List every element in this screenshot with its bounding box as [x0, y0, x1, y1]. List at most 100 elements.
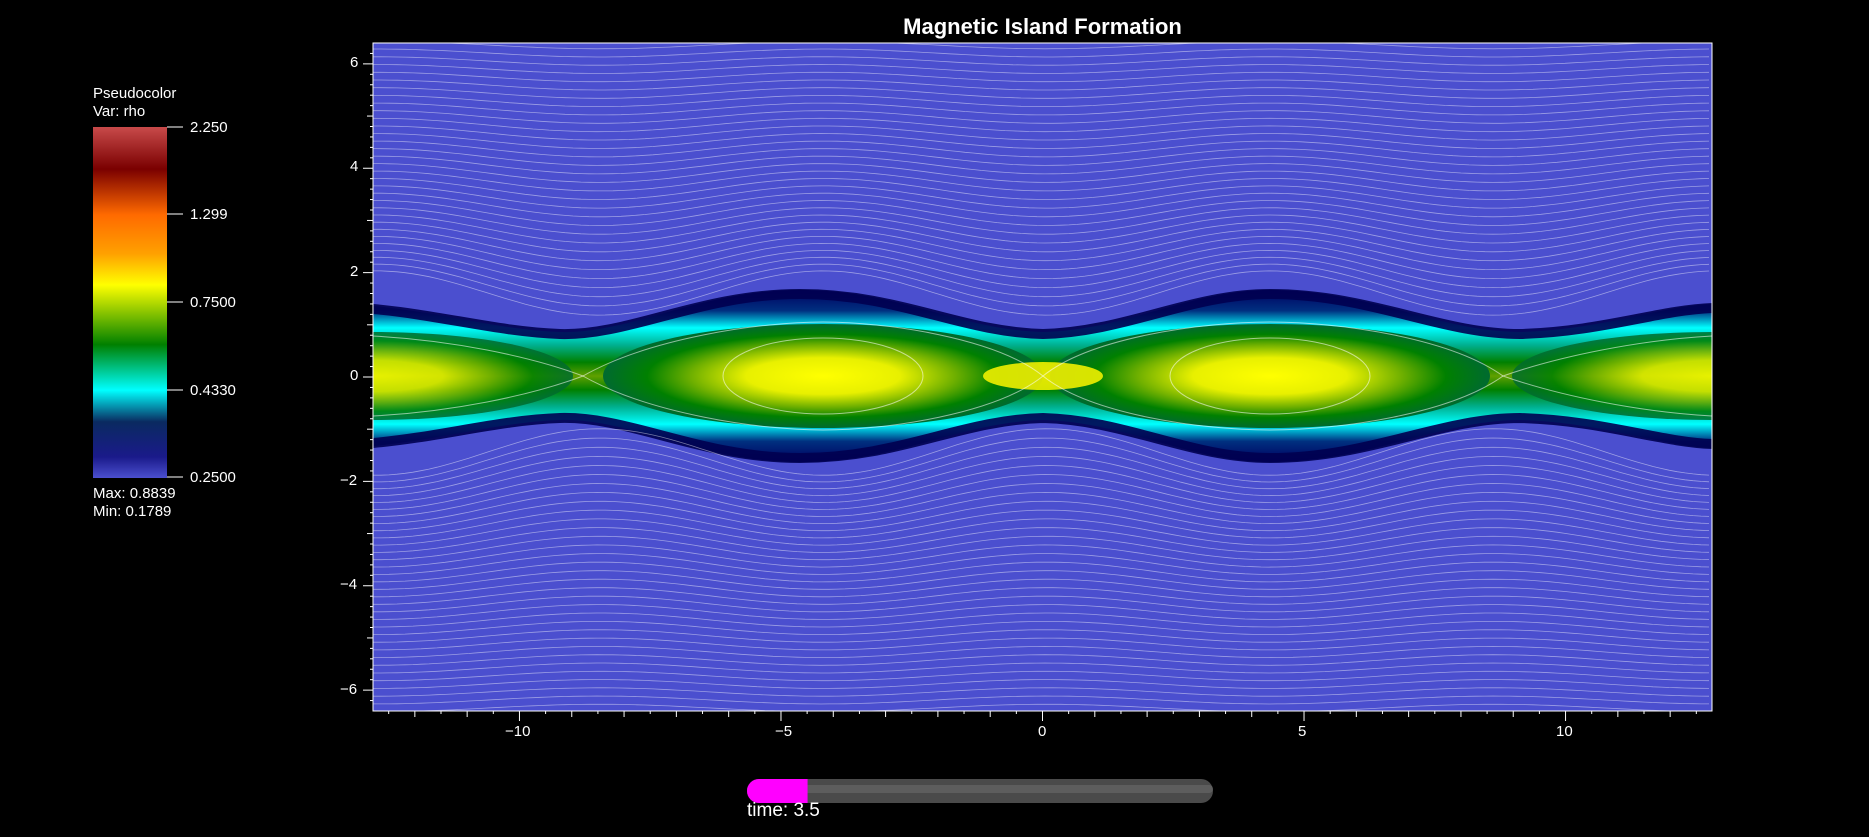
- field-line: [373, 133, 1710, 149]
- field-line: [373, 604, 1710, 620]
- field-line: [373, 561, 1710, 583]
- island-contours: [373, 321, 1712, 431]
- legend-tick-label: 1.299: [190, 206, 228, 223]
- field-line: [373, 117, 1710, 133]
- magnetic-island-edge-left: [373, 332, 573, 420]
- field-line: [373, 662, 1710, 674]
- y-tick-label: 6: [350, 54, 359, 71]
- field-line: [373, 645, 1710, 659]
- magnetic-field-lines: [373, 43, 1710, 711]
- field-line: [373, 587, 1710, 605]
- magnetic-island-right: [1050, 324, 1490, 428]
- field-line: [373, 428, 1710, 476]
- field-line: [373, 437, 1710, 483]
- field-line: [373, 535, 1710, 561]
- field-line: [373, 679, 1710, 689]
- legend-tick-marks: [167, 126, 183, 478]
- field-line: [373, 64, 1709, 74]
- field-line: [373, 228, 1710, 262]
- field-line: [373, 483, 1710, 517]
- legend-min: Min: 0.1789: [93, 503, 171, 520]
- legend-tick-label: 2.250: [190, 119, 228, 136]
- time-label: time: 3.5: [747, 800, 820, 821]
- field-line: [373, 48, 1710, 58]
- x-tick-label: 10: [1556, 723, 1573, 740]
- x-tick-label: −5: [775, 723, 793, 740]
- field-line: [373, 570, 1710, 590]
- field-line: [373, 170, 1710, 192]
- field-line: [373, 87, 1710, 99]
- legend-tick-label: 0.4330: [190, 382, 236, 399]
- field-line: [373, 249, 1710, 289]
- field-line: [373, 270, 1710, 316]
- legend-min-value: 0.1789: [125, 503, 172, 520]
- field-line: [373, 544, 1710, 568]
- y-tick-label: 2: [350, 263, 359, 280]
- legend-plot-type: Pseudocolor: [93, 85, 177, 102]
- field-line: [373, 578, 1710, 598]
- magnetic-island-left: [603, 324, 1043, 428]
- field-line: [373, 192, 1710, 218]
- field-line: [373, 500, 1710, 532]
- y-tick-label: −4: [340, 576, 358, 593]
- field-line: [373, 207, 1710, 235]
- field-line: [373, 687, 1710, 697]
- plot-title: Magnetic Island Formation: [903, 14, 1182, 39]
- field-line: [373, 163, 1710, 183]
- legend-tick-label: 0.7500: [190, 294, 236, 311]
- time-slider-fill: [747, 779, 808, 803]
- field-line: [373, 235, 1710, 271]
- field-line: [373, 95, 1710, 107]
- field-line: [373, 595, 1710, 613]
- y-tick-label: −6: [340, 681, 358, 698]
- field-line: [373, 509, 1710, 539]
- field-line: [373, 263, 1710, 307]
- field-line: [373, 242, 1710, 280]
- legend-min-label: Min:: [93, 503, 122, 520]
- legend-max-value: 0.8839: [129, 485, 176, 502]
- field-line: [373, 670, 1710, 682]
- field-line: [373, 148, 1710, 166]
- axis-ticks: [363, 52, 1697, 721]
- time-slider[interactable]: [747, 779, 1213, 803]
- field-line: [373, 446, 1710, 490]
- field-line: [404, 703, 1686, 711]
- plot-area: [373, 43, 1712, 711]
- field-line: [373, 71, 1710, 83]
- field-line: [438, 43, 1656, 50]
- field-line: [373, 695, 1709, 705]
- field-line: [373, 518, 1710, 546]
- field-line: [373, 214, 1710, 244]
- magnetic-island-edge-right: [1512, 332, 1712, 420]
- field-line: [373, 178, 1710, 200]
- field-line: [373, 654, 1710, 666]
- field-line: [373, 102, 1710, 116]
- field-line: [373, 125, 1710, 141]
- legend-colorbar: [93, 127, 167, 478]
- field-line: [373, 140, 1710, 158]
- field-line: [373, 56, 1710, 66]
- legend-max: Max: 0.8839: [93, 485, 176, 502]
- field-line: [373, 200, 1710, 226]
- field-line: [373, 185, 1710, 209]
- field-line: [373, 110, 1710, 124]
- field-line: [373, 155, 1710, 175]
- y-tick-label: 4: [350, 158, 359, 175]
- legend-max-label: Max:: [93, 485, 126, 502]
- field-line: [373, 256, 1710, 298]
- field-line: [373, 79, 1710, 91]
- x-tick-label: 5: [1298, 723, 1307, 740]
- x-tick-label: −10: [505, 723, 531, 740]
- legend-variable: Var: rho: [93, 103, 146, 120]
- y-tick-label: −2: [340, 472, 358, 489]
- field-line: [373, 553, 1710, 575]
- field-line: [373, 612, 1710, 628]
- x-tick-label: 0: [1038, 723, 1047, 740]
- field-line: [373, 465, 1710, 503]
- field-line: [373, 474, 1710, 510]
- field-line: [373, 621, 1710, 635]
- field-line: [373, 221, 1710, 253]
- y-tick-label: 0: [350, 367, 359, 384]
- field-line: [373, 637, 1710, 651]
